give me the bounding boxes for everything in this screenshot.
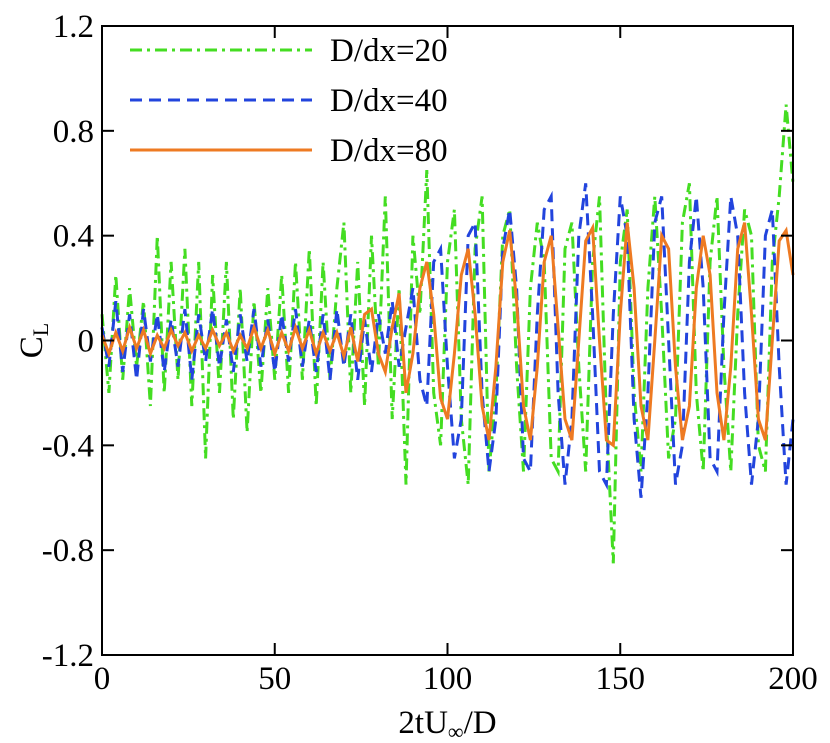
x-axis-label: 2tU∞/D — [398, 705, 496, 743]
x-tick-label: 50 — [258, 661, 291, 697]
x-tick-label: 200 — [768, 661, 818, 697]
plot-frame — [101, 25, 794, 656]
x-axis-label-part: /D — [464, 705, 497, 741]
data-line — [100, 222, 795, 449]
y-axis-label-part: C — [14, 336, 50, 358]
y-tick-label: -1.2 — [42, 638, 94, 674]
y-tick-label: -0.4 — [42, 428, 94, 464]
y-axis-label-part: L — [28, 323, 53, 336]
legend-label: D/dx=40 — [330, 83, 448, 119]
data-line — [100, 183, 795, 498]
y-tick-label: -0.8 — [42, 533, 94, 569]
data-line — [100, 104, 795, 564]
legend-label: D/dx=80 — [330, 133, 448, 169]
y-tick-label: 0.8 — [53, 114, 94, 150]
x-axis-label-part: ∞ — [448, 719, 464, 743]
y-axis-label: CL — [14, 323, 53, 358]
y-tick-label: 0.4 — [53, 219, 94, 255]
x-tick-label: 0 — [94, 661, 111, 697]
y-tick-label: 0 — [78, 324, 95, 360]
x-tick-label: 100 — [423, 661, 473, 697]
legend-label: D/dx=20 — [330, 33, 448, 69]
y-tick-label: 1.2 — [53, 9, 94, 45]
x-axis-label-part: 2tU — [398, 705, 448, 741]
x-tick-label: 150 — [596, 661, 646, 697]
